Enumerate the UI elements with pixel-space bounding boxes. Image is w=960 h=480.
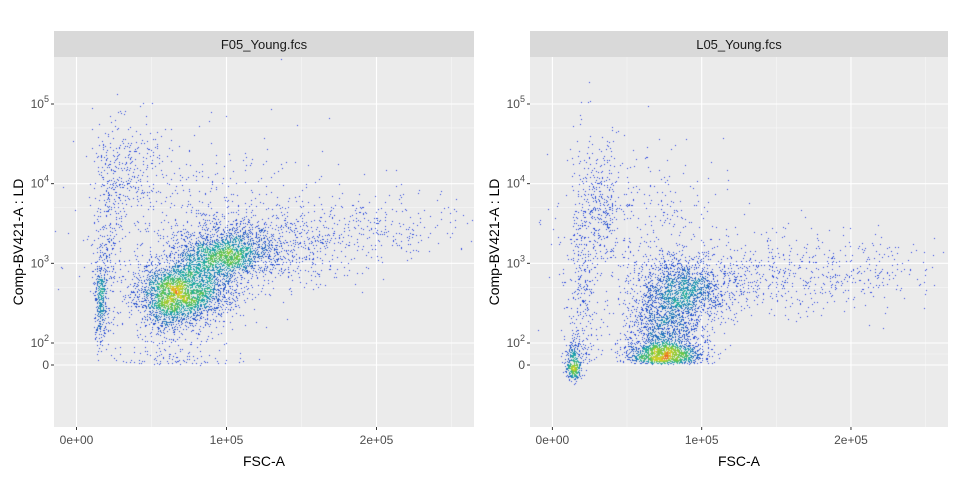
- x-axis-title: FSC-A: [243, 453, 286, 469]
- y-tick-label: 105: [507, 94, 525, 111]
- x-tick-label: 2e+05: [360, 433, 394, 447]
- y-tick-label: 0: [42, 358, 49, 372]
- axis-ticks: 0e+00 1e+05 2e+05 0 102 103 104 105: [507, 94, 869, 447]
- x-tick-label: 1e+05: [685, 433, 719, 447]
- x-tick-label: 2e+05: [834, 433, 868, 447]
- x-axis-title: FSC-A: [718, 453, 761, 469]
- y-axis-title: Comp-BV421-A : LD: [486, 179, 502, 306]
- panel-f05-young: F05_Young.fcs 0e+00 1e+05 2e+05 0 102 103 104 1…: [10, 31, 474, 469]
- density-scatter-points: [530, 57, 948, 427]
- x-tick-label: 0e+00: [60, 433, 94, 447]
- strip-title: L05_Young.fcs: [696, 37, 782, 52]
- x-tick-label: 0e+00: [536, 433, 570, 447]
- y-tick-label: 0: [518, 358, 525, 372]
- y-tick-label: 104: [507, 174, 525, 191]
- strip-background: [530, 31, 948, 57]
- y-tick-label: 103: [31, 253, 49, 270]
- y-axis-title: Comp-BV421-A : LD: [10, 179, 26, 306]
- y-tick-label: 103: [507, 253, 525, 270]
- strip-title: F05_Young.fcs: [221, 37, 308, 52]
- y-tick-label: 102: [507, 333, 525, 350]
- axis-ticks: 0e+00 1e+05 2e+05 0 102 103 104 105: [31, 94, 394, 447]
- strip-background: [54, 31, 474, 57]
- y-tick-label: 105: [31, 94, 49, 111]
- x-tick-label: 1e+05: [210, 433, 244, 447]
- y-tick-label: 102: [31, 333, 49, 350]
- y-tick-label: 104: [31, 174, 49, 191]
- density-scatter-points: [54, 57, 474, 427]
- panel-l05-young: L05_Young.fcs 0e+00 1e+05 2e+05 0 102 103 104 1…: [486, 31, 948, 469]
